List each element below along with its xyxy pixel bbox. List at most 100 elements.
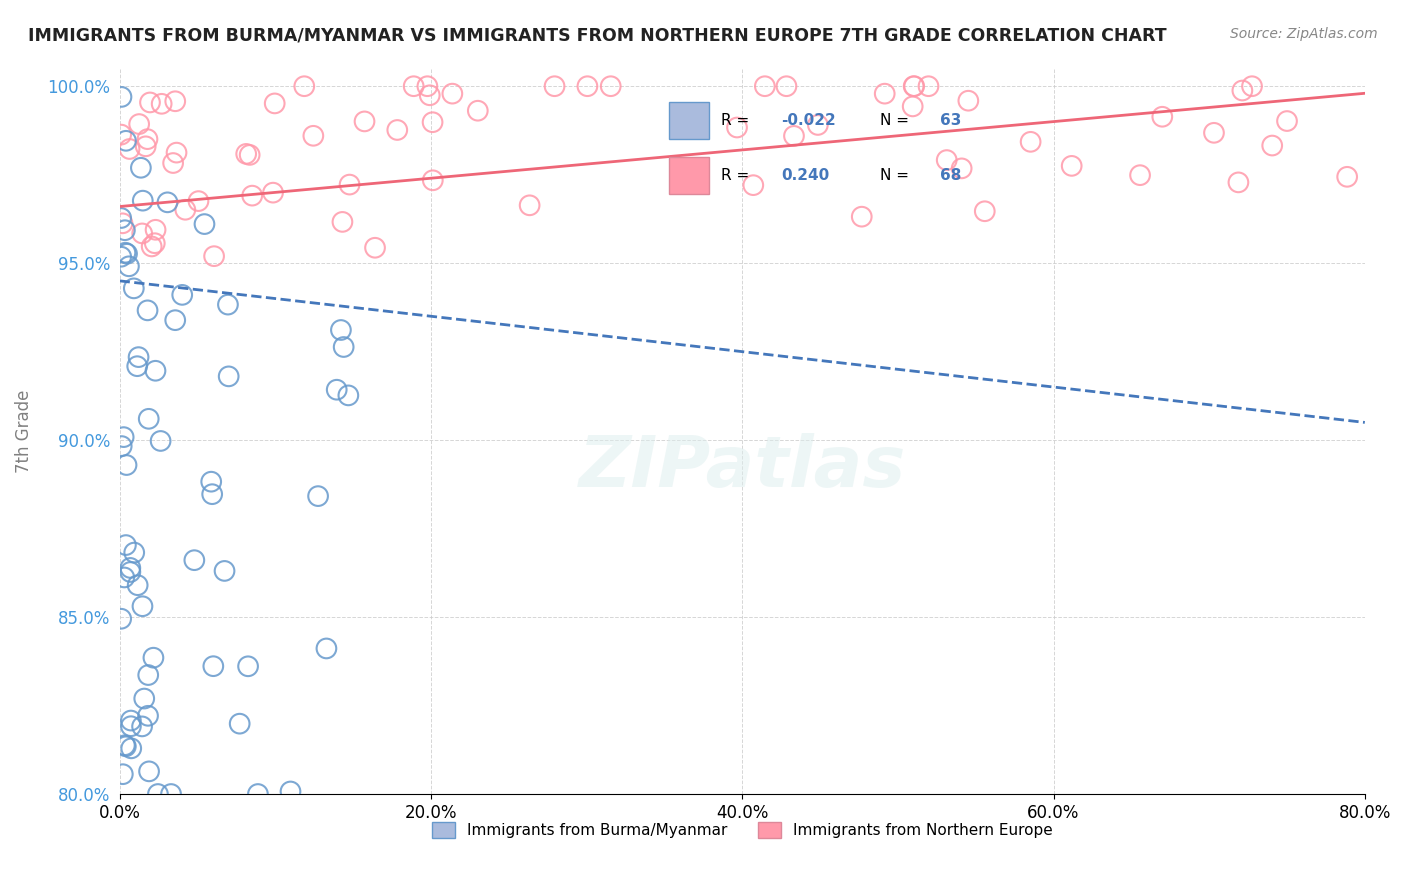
Point (111, 767, 134, 781)
Point (754, 79, 776, 94)
Point (110, 90, 132, 104)
Point (122, 545, 145, 559)
Point (325, 383, 347, 397)
Point (339, 178, 361, 192)
Point (143, 236, 166, 251)
Point (146, 787, 169, 801)
Point (302, 128, 325, 143)
Point (807, 118, 830, 132)
Point (576, 79, 599, 94)
Point (150, 96, 173, 111)
Point (315, 641, 337, 656)
Point (364, 241, 387, 255)
Point (162, 156, 184, 170)
Text: Source: ZipAtlas.com: Source: ZipAtlas.com (1230, 27, 1378, 41)
Point (110, 250, 132, 264)
Point (917, 79, 939, 94)
Legend: Immigrants from Burma/Myanmar, Immigrants from Northern Europe: Immigrants from Burma/Myanmar, Immigrant… (426, 816, 1059, 845)
Point (118, 260, 141, 274)
Point (114, 223, 136, 237)
Point (128, 350, 150, 364)
Point (422, 173, 444, 187)
Point (131, 719, 153, 733)
Point (112, 570, 135, 584)
Point (775, 79, 797, 94)
Point (135, 139, 157, 153)
Point (543, 79, 565, 94)
Point (218, 369, 240, 384)
Point (134, 691, 156, 706)
Text: ZIPatlas: ZIPatlas (578, 433, 905, 502)
Point (118, 142, 141, 156)
Point (519, 198, 541, 212)
Point (165, 95, 187, 109)
Point (120, 714, 142, 728)
Point (873, 87, 896, 101)
Point (138, 764, 160, 779)
Point (127, 359, 149, 374)
Point (136, 303, 159, 318)
Point (441, 87, 464, 101)
Point (115, 246, 138, 260)
Point (110, 612, 132, 626)
Point (187, 194, 209, 208)
Point (950, 161, 973, 176)
Point (1019, 135, 1042, 149)
Point (120, 565, 142, 579)
Point (114, 245, 136, 260)
Point (957, 94, 980, 108)
Point (851, 210, 873, 224)
Point (202, 659, 225, 673)
Point (1129, 168, 1152, 182)
Point (1232, 83, 1254, 97)
Point (280, 784, 302, 798)
Point (1275, 114, 1298, 128)
Point (111, 216, 134, 230)
Point (903, 79, 925, 94)
Point (112, 430, 135, 444)
Point (174, 202, 197, 217)
Point (422, 115, 444, 129)
Point (131, 599, 153, 614)
Point (228, 716, 250, 731)
Point (307, 489, 329, 503)
Point (172, 288, 194, 302)
Point (111, 439, 134, 453)
Point (136, 668, 159, 682)
Point (416, 79, 439, 94)
Point (142, 650, 165, 665)
Text: IMMIGRANTS FROM BURMA/MYANMAR VS IMMIGRANTS FROM NORTHERN EUROPE 7TH GRADE CORRE: IMMIGRANTS FROM BURMA/MYANMAR VS IMMIGRA… (28, 27, 1167, 45)
Point (1060, 159, 1083, 173)
Point (742, 178, 765, 193)
Point (145, 223, 167, 237)
Point (239, 148, 262, 162)
Point (1227, 175, 1250, 189)
Point (337, 388, 360, 402)
Point (725, 120, 748, 135)
Point (1336, 169, 1358, 184)
Point (115, 739, 138, 754)
Point (120, 741, 142, 756)
Point (332, 215, 354, 229)
Point (236, 659, 259, 673)
Point (145, 364, 167, 378)
Point (122, 281, 145, 295)
Point (783, 128, 806, 143)
Point (139, 95, 162, 110)
Point (240, 188, 263, 202)
Point (136, 132, 159, 146)
Point (149, 434, 172, 448)
Point (156, 195, 179, 210)
Point (129, 161, 152, 175)
Point (110, 128, 132, 142)
Point (901, 99, 924, 113)
Point (115, 538, 138, 552)
Point (114, 738, 136, 752)
Point (973, 204, 995, 219)
Point (214, 564, 236, 578)
Point (160, 787, 183, 801)
Point (387, 123, 409, 137)
Point (110, 211, 132, 225)
Point (1152, 110, 1174, 124)
Point (329, 323, 352, 337)
